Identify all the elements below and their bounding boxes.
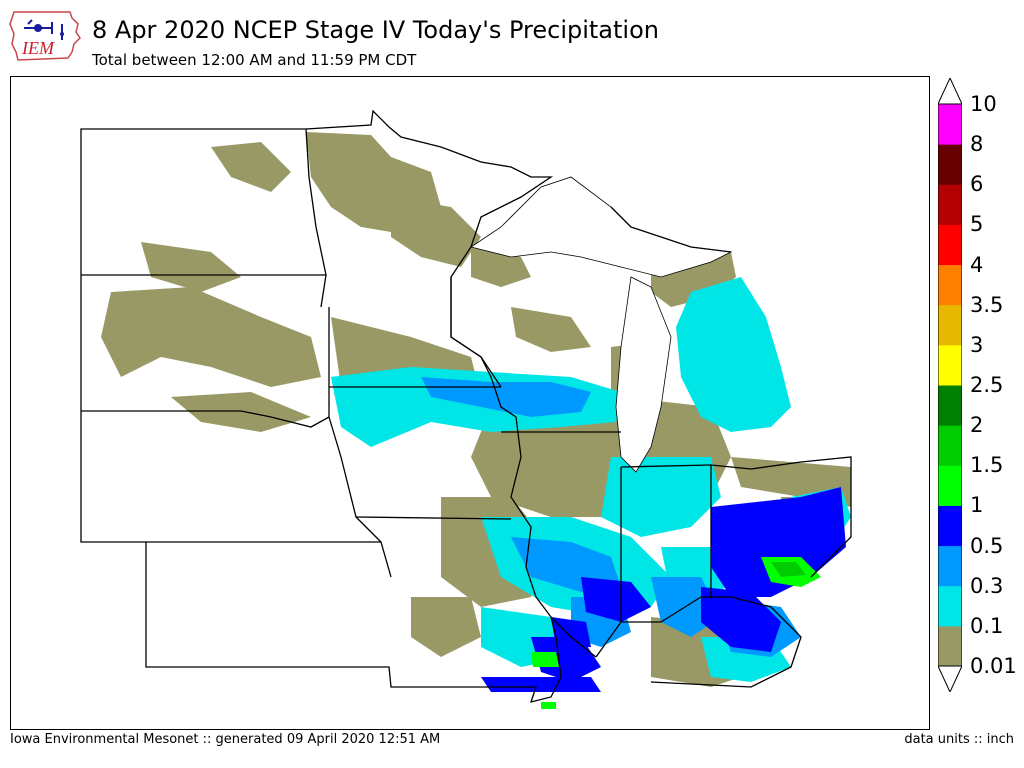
precip-fields bbox=[101, 132, 851, 709]
colorbar-swatch bbox=[938, 184, 962, 225]
colorbar-tick-label: 3.5 bbox=[970, 292, 1004, 317]
colorbar-max-arrow bbox=[938, 78, 962, 105]
colorbar-min-arrow bbox=[938, 665, 962, 692]
colorbar-tick-label: 8 bbox=[970, 132, 984, 157]
colorbar-tick-label: 0.01 bbox=[970, 654, 1017, 678]
colorbar-tick-label: 5 bbox=[970, 212, 984, 237]
colorbar-tick-label: 10 bbox=[970, 92, 997, 116]
footer-units: data units :: inch bbox=[904, 732, 1014, 747]
colorbar-swatch bbox=[938, 144, 962, 185]
footer-credit: Iowa Environmental Mesonet :: generated … bbox=[10, 732, 441, 747]
iem-logo-text: IEM bbox=[21, 38, 55, 58]
map-subtitle: Total between 12:00 AM and 11:59 PM CDT bbox=[92, 51, 417, 69]
colorbar-tick-label: 1.5 bbox=[970, 453, 1004, 478]
colorbar-frame bbox=[938, 103, 962, 667]
colorbar-swatch bbox=[938, 585, 962, 627]
colorbar-swatch bbox=[938, 505, 962, 547]
colorbar-swatch bbox=[938, 545, 962, 587]
great-lakes bbox=[470, 176, 733, 473]
colorbar-tick-label: 0.5 bbox=[970, 533, 1004, 558]
colorbar-tick-label: 2 bbox=[970, 413, 984, 438]
colorbar-tick-label: 4 bbox=[970, 252, 984, 277]
colorbar-swatch bbox=[938, 264, 962, 306]
colorbar-tick-label: 0.1 bbox=[970, 613, 1004, 638]
colorbar-tick-label: 6 bbox=[970, 172, 984, 197]
colorbar-swatch bbox=[938, 425, 962, 466]
colorbar bbox=[938, 78, 962, 692]
map-title: 8 Apr 2020 NCEP Stage IV Today's Precipi… bbox=[92, 16, 659, 44]
colorbar-swatch bbox=[938, 304, 962, 346]
colorbar-swatches bbox=[938, 104, 962, 667]
colorbar-tick-label: 1 bbox=[970, 493, 984, 518]
colorbar-swatch bbox=[938, 104, 962, 145]
precipitation-map bbox=[10, 76, 930, 730]
colorbar-swatch bbox=[938, 344, 962, 386]
colorbar-tick-label: 0.3 bbox=[970, 573, 1004, 598]
state-borders bbox=[80, 109, 852, 703]
colorbar-tick-label: 3 bbox=[970, 332, 984, 357]
colorbar-swatch bbox=[938, 625, 962, 667]
colorbar-swatch bbox=[938, 385, 962, 426]
iem-logo: IEM bbox=[8, 8, 84, 64]
colorbar-tick-label: 2.5 bbox=[970, 373, 1004, 397]
colorbar-swatch bbox=[938, 465, 962, 506]
colorbar-swatch bbox=[938, 224, 962, 266]
